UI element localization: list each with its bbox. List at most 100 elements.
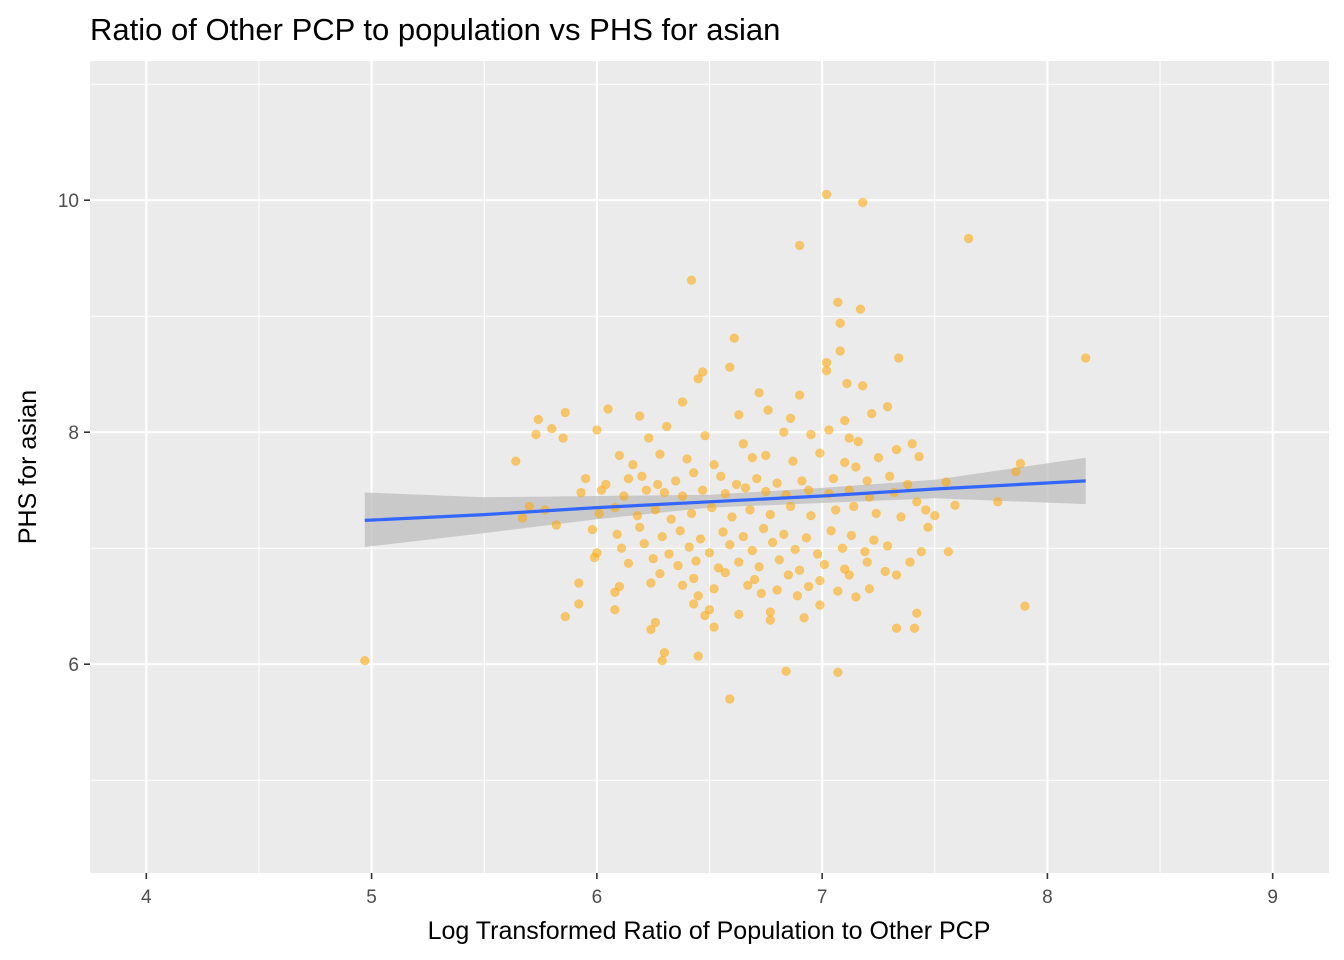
data-point [587,524,598,535]
data-point [754,562,764,572]
data-point [677,397,688,407]
data-point [558,433,568,443]
data-point [821,189,832,200]
data-point [882,402,893,412]
data-point [765,615,775,625]
data-point [634,522,645,532]
data-point [812,549,823,559]
data-point [655,568,665,579]
data-point [848,501,859,512]
data-point [873,453,884,463]
data-point [623,473,634,484]
data-point [734,410,744,420]
data-point [740,483,751,493]
data-point [695,534,706,544]
data-point [833,667,843,677]
data-point [594,508,604,519]
data-point [745,505,755,515]
data-point [790,544,800,555]
data-point [628,460,638,470]
data-point [824,425,834,435]
data-point [648,553,658,564]
data-point [560,611,570,622]
data-point [752,473,762,484]
data-point [821,357,832,368]
data-point [623,558,634,568]
data-point [682,454,692,464]
data-point [643,433,654,443]
data-point [641,485,652,495]
data-point [1011,466,1021,477]
data-point [646,578,656,588]
data-point [650,505,661,515]
data-point [589,552,600,563]
data-point [619,491,629,501]
y-tick-label: 10 [58,191,79,212]
data-point [833,297,843,307]
data-point [963,233,974,244]
x-tick-label: 5 [366,887,377,908]
y-axis-title: PHS for asian [14,390,42,544]
data-point [684,542,694,552]
data-point [610,604,620,615]
data-point [779,529,789,539]
regression-line [364,479,1086,522]
data-point [574,578,584,588]
data-point [720,489,730,499]
data-point [704,548,715,558]
data-point [657,531,667,542]
data-point [718,527,728,537]
data-point [819,559,830,570]
data-point [734,557,744,567]
data-point [720,567,730,578]
data-point [603,404,613,414]
major-gridlines [90,61,1329,873]
data-point [799,613,809,623]
data-point [803,485,814,495]
data-point [700,431,710,441]
data-point [846,530,857,541]
data-point [916,546,926,557]
data-point [765,509,775,520]
data-point [666,514,676,524]
data-point [828,473,839,484]
points-layer [360,189,1091,704]
data-point [673,560,683,571]
data-point [709,622,719,632]
data-point [891,623,902,633]
data-point [596,485,607,495]
data-point [697,485,708,495]
data-point [893,353,904,363]
data-point [763,405,773,415]
data-point [592,425,602,435]
data-point [860,546,870,557]
data-point [851,462,861,472]
data-point [880,566,890,577]
data-point [930,511,940,521]
data-point [921,505,931,515]
data-point [783,570,793,580]
x-tick-label: 6 [592,887,603,908]
data-point [697,367,708,377]
data-point [772,478,782,488]
data-point [857,381,868,391]
data-point [693,651,703,661]
data-point [835,318,845,328]
data-point [844,570,854,580]
data-point [767,537,778,548]
data-point [612,529,622,539]
data-point [688,599,699,609]
data-point [650,617,661,628]
data-point [912,608,922,618]
data-point [765,607,775,617]
data-point [896,512,906,522]
data-point [688,468,699,478]
data-point [511,456,521,466]
x-axis-ticks: 4 5 6 7 8 9 [141,873,1278,908]
data-point [531,429,541,440]
data-point [659,647,670,658]
data-point [815,600,825,610]
data-point [853,436,863,447]
